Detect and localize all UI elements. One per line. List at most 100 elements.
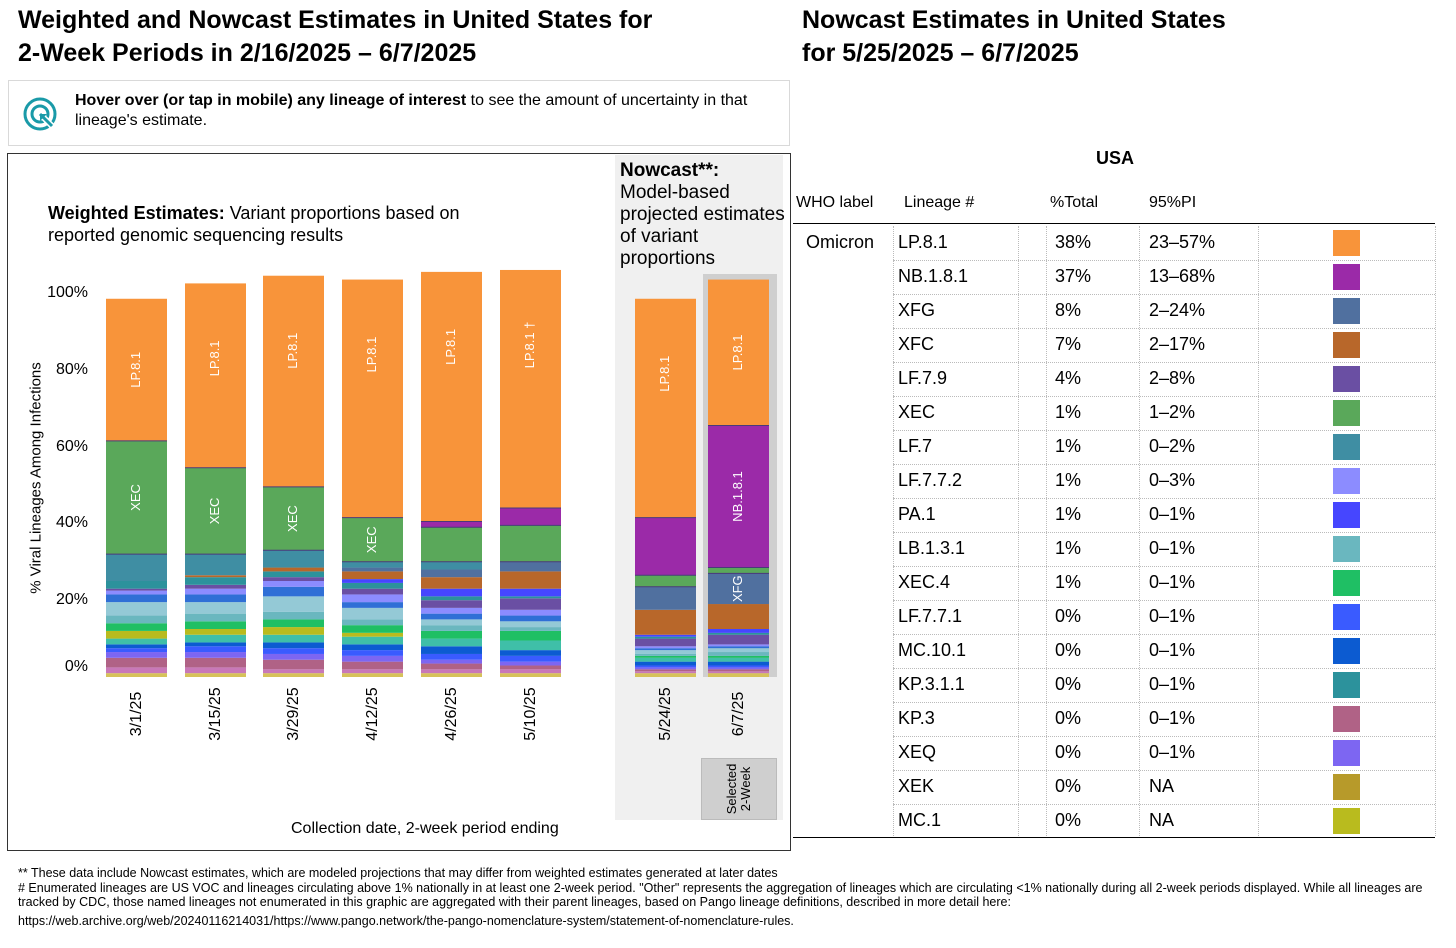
bar-segment-LF.7.7.1[interactable] — [263, 648, 324, 654]
table-row[interactable]: NB.1.8.1 37% 13–68% — [793, 260, 1435, 294]
bar-segment-KP.3[interactable] — [106, 657, 167, 668]
bar-segment-PA.1[interactable] — [500, 588, 561, 597]
bar-segment-KP.2.3[interactable] — [708, 646, 769, 649]
bar-segment-LF.7.7.1[interactable] — [342, 650, 403, 656]
bar-segment-LB.1.3.1[interactable] — [185, 613, 246, 622]
bar-segment-LP.8.1[interactable] — [342, 279, 403, 518]
bar-segment-MC.10.1[interactable] — [342, 644, 403, 651]
bar-segment-LF.7.7.2[interactable] — [500, 609, 561, 616]
bar-segment-XEQ[interactable] — [342, 655, 403, 662]
table-row[interactable]: XFC 7% 2–17% — [793, 328, 1435, 362]
bar-segment-KP.3[interactable] — [263, 659, 324, 670]
bar-segment-LF.7.9[interactable] — [106, 588, 167, 591]
bar-segment-LF.7.9[interactable] — [500, 598, 561, 610]
bar-segment-LF.7.9[interactable] — [635, 638, 696, 647]
bar-segment-LP.8.1[interactable] — [106, 298, 167, 441]
selected-2-week-button[interactable]: Selected 2-Week — [701, 758, 777, 820]
bar-segment-XEC[interactable] — [421, 527, 482, 562]
bar-segment-XEC[interactable] — [185, 467, 246, 555]
bar-segment-other_b[interactable] — [342, 669, 403, 674]
bar-segment-LF.7.7.2[interactable] — [421, 607, 482, 614]
bar-segment-MC.1[interactable] — [185, 629, 246, 635]
bar-segment-LF.7.9[interactable] — [263, 577, 324, 581]
bar-segment-LF.7[interactable] — [421, 561, 482, 570]
bar-segment-KP.3[interactable] — [342, 661, 403, 670]
table-row[interactable]: LP.8.1 38% 23–57% — [793, 226, 1435, 260]
bar-segment-LP.8.1[interactable] — [635, 298, 696, 518]
bar-segment-LF.7[interactable] — [263, 550, 324, 568]
bar-segment-other_a[interactable] — [421, 638, 482, 647]
bar-segment-JN.1[interactable] — [421, 619, 482, 626]
bar-segment-LF.7.9[interactable] — [185, 584, 246, 589]
table-row[interactable]: LF.7.9 4% 2–8% — [793, 362, 1435, 396]
bar-segment-XFC[interactable] — [635, 609, 696, 635]
bar-segment-PA.1[interactable] — [342, 579, 403, 583]
bar-segment-KP.3.1.1[interactable] — [421, 596, 482, 601]
bar-segment-MC.10.1[interactable] — [106, 644, 167, 649]
bar-segment-XEC[interactable] — [500, 525, 561, 562]
bar-segment-JN.1[interactable] — [106, 602, 167, 616]
bar-segment-other_b[interactable] — [708, 671, 769, 674]
bar-segment-KP.3.1.1[interactable] — [708, 632, 769, 635]
footnote-link[interactable]: https://web.archive.org/web/202401162140… — [18, 914, 794, 928]
bar-segment-other_a[interactable] — [263, 634, 324, 643]
bar-segment-MC.1[interactable] — [106, 630, 167, 639]
table-row[interactable]: XEC 1% 1–2% — [793, 396, 1435, 430]
table-row[interactable]: XEK 0% NA — [793, 770, 1435, 804]
bar-segment-LF.7[interactable] — [185, 554, 246, 576]
bar-segment-XEC.4[interactable] — [708, 655, 769, 658]
bar-segment-LF.7.7.1[interactable] — [421, 653, 482, 660]
bar-segment-XEC[interactable] — [106, 440, 167, 555]
bar-segment-XEC.4[interactable] — [106, 623, 167, 631]
bar-segment-LF.7.9[interactable] — [708, 634, 769, 645]
bar-segment-XEC[interactable] — [342, 517, 403, 562]
bar-segment-LF.7.7.2[interactable] — [106, 590, 167, 595]
bar-segment-KP.2.3[interactable] — [263, 586, 324, 597]
bar-segment-other_a[interactable] — [106, 638, 167, 645]
bar-segment-XEQ[interactable] — [421, 659, 482, 664]
bar-segment-LB.1.3.1[interactable] — [421, 625, 482, 631]
bar-segment-other_b[interactable] — [106, 667, 167, 674]
bar-segment-XEC.4[interactable] — [421, 630, 482, 639]
bar-segment-XEQ[interactable] — [263, 653, 324, 660]
table-row[interactable]: MC.1 0% NA — [793, 804, 1435, 838]
bar-segment-XFC[interactable] — [500, 571, 561, 589]
bar-segment-LP.8.1[interactable] — [708, 279, 769, 426]
bar-segment-XEQ[interactable] — [708, 667, 769, 670]
table-row[interactable]: LF.7 1% 0–2% — [793, 430, 1435, 464]
bar-segment-KP.3[interactable] — [635, 669, 696, 672]
bar-segment-LF.7.7.2[interactable] — [263, 581, 324, 587]
bar-segment-other_c[interactable] — [500, 673, 561, 677]
bar-segment-XFC[interactable] — [421, 577, 482, 589]
bar-segment-other_c[interactable] — [708, 673, 769, 677]
bar-segment-LF.7.9[interactable] — [421, 600, 482, 608]
bar-segment-LF.7.9[interactable] — [342, 588, 403, 595]
table-row[interactable]: KP.3 0% 0–1% — [793, 702, 1435, 736]
bar-segment-KP.3[interactable] — [708, 669, 769, 672]
bar-segment-XFG[interactable] — [635, 586, 696, 610]
bar-segment-KP.3.1.1[interactable] — [342, 582, 403, 589]
bar-segment-NB.1.8.1[interactable] — [708, 425, 769, 568]
bar-segment-MC.1[interactable] — [342, 632, 403, 637]
bar-segment-LF.7[interactable] — [106, 554, 167, 581]
bar-segment-XEQ[interactable] — [635, 667, 696, 670]
bar-segment-MC.10.1[interactable] — [708, 661, 769, 666]
table-row[interactable]: MC.10.1 0% 0–1% — [793, 634, 1435, 668]
bar-segment-XFG[interactable] — [500, 561, 561, 572]
bar-segment-LB.1.3.1[interactable] — [106, 615, 167, 624]
bar-segment-JN.1[interactable] — [708, 648, 769, 653]
bar-segment-other_a[interactable] — [635, 657, 696, 662]
bar-segment-LF.7.7.2[interactable] — [342, 594, 403, 603]
bar-segment-NB.1.8.1[interactable] — [635, 517, 696, 576]
bar-segment-XEC[interactable] — [635, 575, 696, 587]
bar-segment-KP.2.3[interactable] — [500, 615, 561, 622]
bar-segment-other_c[interactable] — [106, 673, 167, 677]
bar-segment-LB.1.3.1[interactable] — [708, 652, 769, 656]
bar-segment-JN.1[interactable] — [635, 650, 696, 654]
bar-segment-KP.3.1.1[interactable] — [263, 571, 324, 578]
bar-segment-LP.8.1[interactable] — [421, 271, 482, 522]
bar-segment-KP.3[interactable] — [185, 657, 246, 668]
bar-segment-LP.8.1[interactable] — [263, 275, 324, 487]
bar-segment-LP.8.1[interactable] — [185, 283, 246, 468]
bar-segment-KP.3.1.1[interactable] — [106, 581, 167, 589]
